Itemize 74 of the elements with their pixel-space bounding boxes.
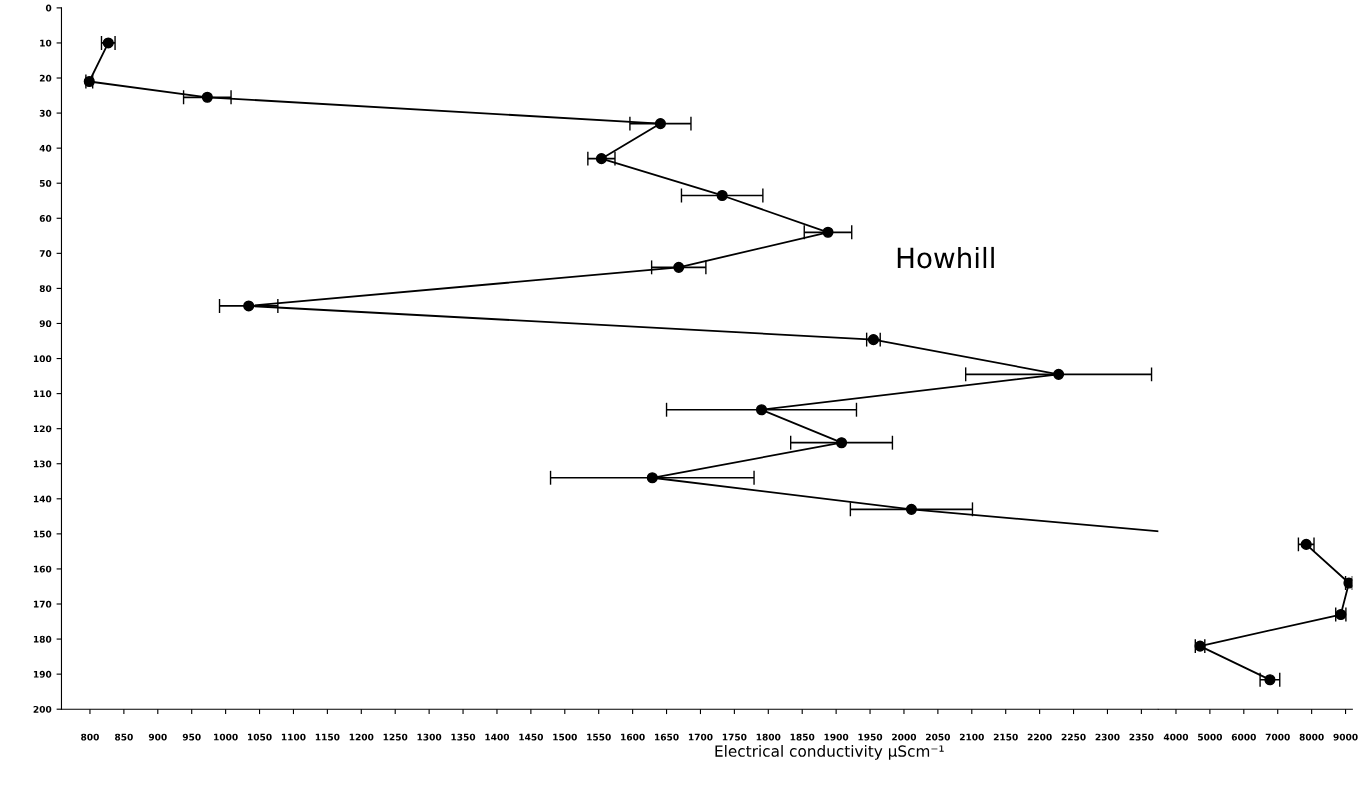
point [654, 118, 666, 130]
x-tick-label: 1850 [790, 733, 815, 741]
x-tick-label: 2250 [1061, 733, 1086, 741]
x-tick-label: 1800 [756, 733, 781, 741]
x-tick-label: 1050 [248, 733, 272, 741]
x-tick-label: 1650 [655, 733, 679, 741]
y-tick-label: 170 [33, 600, 52, 608]
x-tick-label: 1500 [553, 733, 577, 741]
point [243, 300, 255, 312]
y-tick-label: 90 [39, 320, 52, 328]
x-tick-label: 2350 [1129, 733, 1154, 741]
x-tick-label: 1200 [349, 733, 374, 741]
x-tick-label: 2100 [959, 733, 984, 741]
x-tick-label: 2150 [993, 733, 1018, 741]
point [595, 153, 607, 165]
y-tick-label: 0 [45, 4, 52, 12]
x-axis-title: Electrical conductivity μScm⁻¹ [715, 745, 944, 760]
x-tick-label: 950 [182, 733, 201, 741]
annotation: Howhill [897, 246, 994, 269]
point [673, 261, 685, 273]
x-tick-label: 5000 [1198, 733, 1223, 741]
x-tick-label: 1250 [383, 733, 408, 741]
x-tick-label: 1150 [315, 733, 340, 741]
y-tick-label: 10 [40, 39, 52, 47]
x-tick-label: 900 [148, 733, 167, 741]
y-tick-label: 80 [39, 285, 52, 292]
point [1053, 368, 1065, 380]
x-tick-label: 8000 [1299, 733, 1324, 741]
x-tick-label: 7000 [1265, 733, 1290, 741]
x-tick-label: 9000 [1333, 733, 1358, 741]
x-tick-label: 1600 [621, 733, 645, 741]
y-tick-label: 190 [33, 670, 52, 678]
x-tick-label: 800 [81, 733, 99, 741]
x-tick-label: 1450 [519, 733, 544, 741]
point [1264, 674, 1276, 686]
y-tick-label: 130 [33, 460, 52, 468]
x-tick-label: 6000 [1231, 733, 1256, 741]
y-tick-label: 150 [33, 530, 52, 538]
x-tick-label: 1700 [688, 733, 713, 741]
x-tick-label: 2200 [1027, 733, 1052, 741]
y-tick-label: 70 [39, 250, 52, 257]
y-tick-label: 100 [33, 355, 52, 363]
y-tick-label: 180 [33, 635, 52, 643]
x-tick-label: 1100 [281, 733, 306, 741]
y-tick-label: 60 [39, 215, 52, 222]
x-tick-label: 1950 [858, 733, 883, 741]
x-tick-label: 1900 [824, 733, 849, 741]
y-tick-label: 160 [33, 565, 52, 573]
x-tick-label: 1300 [417, 733, 442, 741]
y-tick-label: 30 [39, 109, 52, 117]
x-tick-label: 2300 [1095, 733, 1120, 741]
y-tick-label: 110 [33, 390, 52, 398]
y-tick-label: 20 [39, 74, 52, 82]
x-tick-label: 1000 [214, 733, 238, 741]
y-tick-label: 50 [39, 179, 52, 187]
x-tick-label: 1350 [451, 733, 476, 741]
x-tick-label: 4000 [1163, 733, 1189, 741]
x-tick-label: 1550 [587, 733, 611, 741]
point [822, 226, 834, 238]
point [646, 472, 658, 484]
point [201, 91, 213, 103]
y-tick-label: 200 [33, 705, 52, 713]
y-tick-label: 140 [33, 495, 52, 503]
point [905, 503, 917, 515]
point [755, 404, 768, 416]
x-tick-label: 2050 [926, 733, 951, 741]
y-tick-label: 40 [39, 144, 52, 152]
point [835, 437, 848, 449]
x-tick-label: 1400 [485, 733, 510, 741]
x-tick-label: 2000 [892, 733, 917, 741]
x-tick-label: 850 [115, 733, 133, 741]
y-tick-label: 120 [33, 425, 52, 433]
point [716, 189, 728, 202]
x-tick-label: 1750 [722, 733, 747, 741]
